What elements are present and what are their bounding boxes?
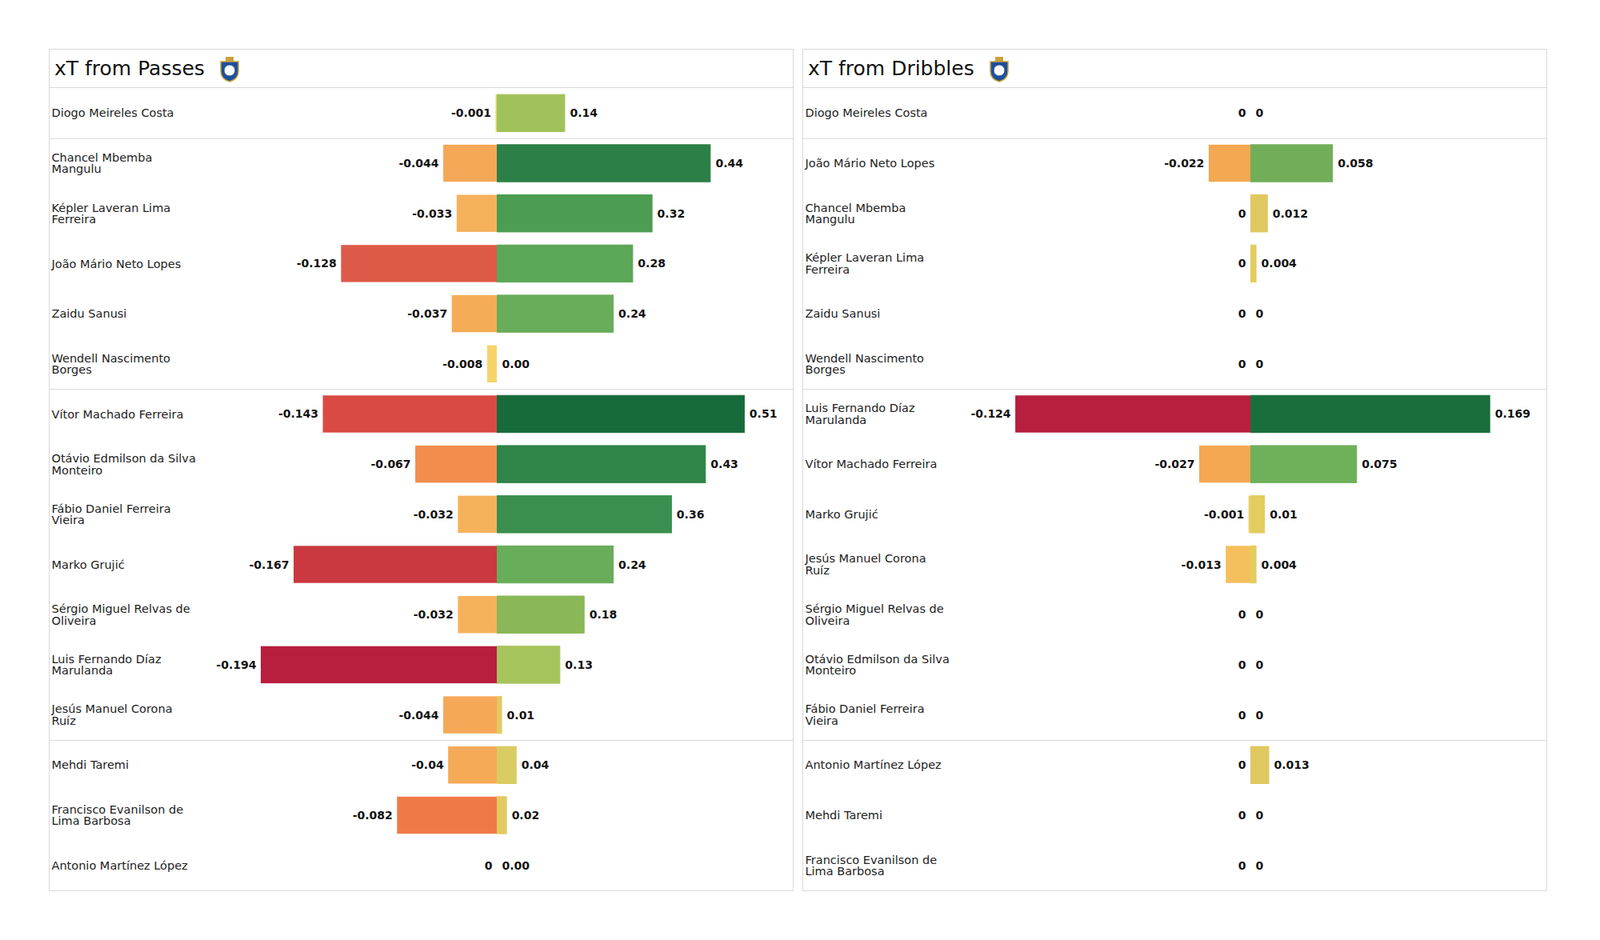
svg-text:Chancel MbembaMangulu: Chancel MbembaMangulu	[805, 201, 907, 227]
html-text:xT from Dribbles: xT from Dribbles	[808, 56, 975, 80]
svg-text:0.004: 0.004	[1261, 558, 1298, 572]
svg-text:0.00: 0.00	[502, 357, 531, 371]
svg-text:-0.04: -0.04	[411, 758, 444, 772]
svg-text:-0.082: -0.082	[352, 808, 393, 822]
svg-text:0.00: 0.00	[502, 859, 531, 872]
svg-text:0: 0	[1238, 608, 1247, 621]
svg-text:Diogo Meireles Costa: Diogo Meireles Costa	[805, 106, 928, 120]
svg-text:0.24: 0.24	[618, 558, 647, 572]
svg-text:-0.128: -0.128	[296, 256, 337, 270]
svg-text:Diogo Meireles Costa: Diogo Meireles Costa	[52, 106, 175, 120]
svg-text:0: 0	[1238, 106, 1247, 120]
svg-text:0.32: 0.32	[657, 207, 686, 220]
svg-text:Fábio Daniel FerreiraVieira: Fábio Daniel FerreiraVieira	[805, 702, 925, 728]
svg-text:0: 0	[1256, 658, 1264, 672]
svg-text:-0.001: -0.001	[451, 106, 492, 120]
svg-text:Képler Laveran LimaFerreira: Képler Laveran LimaFerreira	[805, 251, 925, 276]
svg-text:0.04: 0.04	[521, 758, 550, 772]
svg-text:0: 0	[1238, 859, 1247, 872]
svg-text:Antonio Martínez López: Antonio Martínez López	[52, 859, 188, 872]
svg-text:0: 0	[1256, 808, 1264, 822]
svg-text:Luis Fernando DíazMarulanda: Luis Fernando DíazMarulanda	[805, 401, 916, 427]
svg-text:0.013: 0.013	[1274, 758, 1310, 772]
svg-text:-0.008: -0.008	[442, 357, 483, 371]
svg-text:Chancel MbembaMangulu: Chancel MbembaMangulu	[52, 151, 153, 176]
svg-text:Sérgio Miguel Relvas deOliveir: Sérgio Miguel Relvas deOliveira	[52, 602, 191, 628]
svg-text:0.01: 0.01	[507, 708, 536, 722]
svg-text:0: 0	[1238, 256, 1247, 270]
svg-text:Luis Fernando DíazMarulanda: Luis Fernando DíazMarulanda	[52, 652, 162, 678]
svg-text:0.44: 0.44	[715, 156, 744, 170]
svg-text:Mehdi Taremi: Mehdi Taremi	[805, 808, 884, 822]
svg-text:-0.194: -0.194	[216, 658, 256, 672]
svg-text:Marko Grujić: Marko Grujić	[805, 508, 879, 521]
svg-text:0: 0	[1238, 758, 1247, 772]
svg-text:-0.013: -0.013	[1181, 558, 1222, 572]
svg-text:Wendell NascimentoBorges: Wendell NascimentoBorges	[52, 352, 172, 377]
svg-text:0: 0	[1256, 859, 1264, 872]
svg-text:Antonio Martínez López: Antonio Martínez López	[805, 758, 942, 772]
svg-text:Wendell NascimentoBorges: Wendell NascimentoBorges	[805, 352, 925, 377]
svg-text:0.012: 0.012	[1272, 207, 1308, 220]
svg-text:0: 0	[1238, 658, 1247, 672]
svg-text:0.43: 0.43	[710, 457, 739, 471]
svg-text:0.28: 0.28	[637, 256, 666, 270]
svg-text:-0.044: -0.044	[398, 156, 439, 170]
svg-text:-0.033: -0.033	[412, 207, 452, 220]
svg-text:0.075: 0.075	[1361, 457, 1397, 471]
svg-text:Mehdi Taremi: Mehdi Taremi	[52, 758, 130, 772]
svg-text:0.004: 0.004	[1261, 256, 1298, 270]
svg-text:Képler Laveran LimaFerreira: Képler Laveran LimaFerreira	[52, 201, 172, 227]
svg-text:Francisco Evanilson deLima Bar: Francisco Evanilson deLima Barbosa	[805, 853, 938, 879]
svg-text:0.169: 0.169	[1495, 407, 1531, 420]
svg-text:0.14: 0.14	[569, 106, 598, 120]
svg-text:-0.067: -0.067	[371, 457, 412, 471]
svg-text:-0.167: -0.167	[248, 558, 289, 572]
svg-text:0: 0	[1238, 808, 1247, 822]
svg-text:0: 0	[1238, 708, 1247, 722]
svg-text:-0.124: -0.124	[971, 407, 1012, 420]
svg-text:0.18: 0.18	[589, 608, 618, 621]
svg-text:Jesús Manuel CoronaRuíz: Jesús Manuel CoronaRuíz	[804, 552, 927, 577]
html-text:xT from Passes: xT from Passes	[54, 56, 205, 80]
svg-text:-0.022: -0.022	[1164, 156, 1204, 170]
svg-text:Vítor Machado Ferreira: Vítor Machado Ferreira	[52, 408, 184, 421]
svg-text:0.13: 0.13	[564, 658, 593, 672]
svg-text:0: 0	[1256, 307, 1264, 320]
svg-text:0.51: 0.51	[749, 407, 778, 420]
svg-text:0: 0	[1238, 357, 1247, 371]
svg-text:-0.001: -0.001	[1204, 508, 1244, 521]
svg-text:-0.027: -0.027	[1154, 457, 1195, 471]
svg-text:0.058: 0.058	[1337, 156, 1373, 170]
svg-text:0: 0	[1238, 307, 1247, 320]
svg-text:-0.143: -0.143	[278, 407, 319, 420]
svg-text:Francisco Evanilson deLima Bar: Francisco Evanilson deLima Barbosa	[52, 803, 184, 828]
svg-text:Zaidu Sanusi: Zaidu Sanusi	[52, 307, 128, 320]
svg-text:Marko Grujić: Marko Grujić	[52, 558, 125, 572]
svg-text:-0.037: -0.037	[407, 307, 448, 320]
svg-text:0: 0	[1256, 708, 1264, 722]
svg-text:-0.044: -0.044	[398, 708, 439, 722]
svg-text:0.24: 0.24	[618, 307, 647, 320]
svg-text:0: 0	[1256, 106, 1264, 120]
svg-text:0: 0	[1256, 357, 1264, 371]
svg-text:-0.032: -0.032	[413, 608, 454, 621]
svg-text:0: 0	[1238, 207, 1247, 220]
svg-text:0.36: 0.36	[676, 508, 705, 521]
svg-text:Sérgio Miguel Relvas deOliveir: Sérgio Miguel Relvas deOliveira	[805, 602, 944, 628]
svg-text:Zaidu Sanusi: Zaidu Sanusi	[805, 307, 881, 320]
svg-text:Otávio Edmilson da SilvaMontei: Otávio Edmilson da SilvaMonteiro	[52, 452, 196, 477]
svg-text:João Mário Neto Lopes: João Mário Neto Lopes	[804, 156, 936, 170]
svg-text:0.01: 0.01	[1269, 508, 1298, 521]
svg-text:Vítor Machado Ferreira: Vítor Machado Ferreira	[805, 457, 938, 471]
svg-text:-0.032: -0.032	[413, 508, 454, 521]
svg-text:Fábio Daniel FerreiraVieira: Fábio Daniel FerreiraVieira	[52, 502, 172, 528]
svg-text:0: 0	[484, 859, 493, 872]
svg-text:João Mário Neto Lopes: João Mário Neto Lopes	[51, 257, 182, 271]
svg-text:0.02: 0.02	[512, 808, 540, 822]
svg-text:Jesús Manuel CoronaRuíz: Jesús Manuel CoronaRuíz	[51, 702, 173, 728]
svg-text:Otávio Edmilson da SilvaMontei: Otávio Edmilson da SilvaMonteiro	[805, 652, 950, 678]
svg-text:0: 0	[1256, 608, 1264, 621]
